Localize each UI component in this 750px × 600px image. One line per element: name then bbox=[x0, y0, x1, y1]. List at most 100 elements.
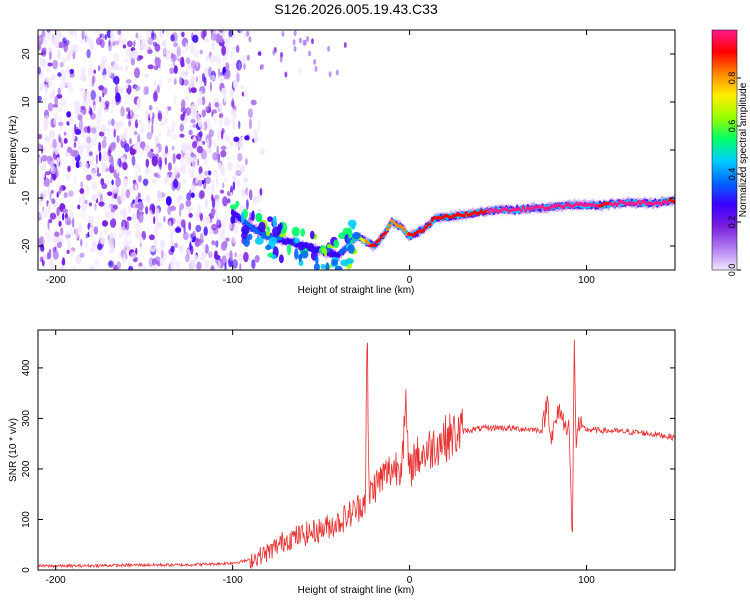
noise-speck bbox=[195, 191, 200, 200]
noise-speck bbox=[177, 244, 184, 251]
snr-y-ticks: 0 100 200 300 400 bbox=[21, 359, 675, 573]
track-cell bbox=[245, 222, 250, 226]
noise-speck bbox=[245, 158, 248, 166]
noise-speck bbox=[179, 76, 183, 85]
noise-speck bbox=[136, 97, 142, 109]
noise-speck bbox=[87, 126, 91, 134]
track-blob bbox=[300, 228, 306, 237]
noise-speck bbox=[292, 39, 296, 46]
track-cell bbox=[430, 218, 434, 222]
noise-speck bbox=[79, 252, 85, 258]
noise-speck bbox=[40, 82, 46, 91]
noise-speck bbox=[57, 121, 64, 126]
noise-speck bbox=[232, 259, 238, 269]
track-cell bbox=[377, 238, 381, 242]
noise-speck bbox=[250, 99, 257, 106]
track-cell bbox=[422, 228, 426, 232]
noise-speck bbox=[160, 249, 164, 259]
track-cell bbox=[636, 200, 640, 204]
noise-speck bbox=[211, 186, 215, 195]
y-tick-label: 200 bbox=[21, 460, 32, 477]
noise-speck bbox=[256, 208, 262, 213]
noise-speck bbox=[213, 117, 217, 125]
x-tick-label: -200 bbox=[46, 275, 66, 286]
noise-speck bbox=[204, 67, 210, 77]
noise-speck bbox=[223, 116, 231, 127]
track-cell bbox=[462, 213, 466, 218]
y-tick-label: 20 bbox=[21, 48, 32, 60]
noise-speck bbox=[190, 152, 195, 158]
noise-speck bbox=[244, 135, 250, 141]
noise-speck bbox=[98, 141, 102, 153]
snr-plot-area bbox=[38, 330, 675, 570]
noise-speck bbox=[219, 189, 225, 194]
noise-speck bbox=[101, 156, 104, 165]
noise-speck bbox=[188, 221, 192, 231]
noise-speck bbox=[180, 107, 187, 113]
noise-speck bbox=[168, 149, 171, 156]
noise-speck bbox=[100, 237, 106, 245]
noise-speck bbox=[108, 260, 114, 268]
noise-speck bbox=[189, 259, 196, 270]
noise-speck bbox=[147, 64, 154, 70]
noise-speck bbox=[89, 40, 95, 51]
noise-speck bbox=[57, 72, 62, 77]
snr-y-axis-label: SNR (10 * v/v) bbox=[8, 418, 19, 482]
noise-speck bbox=[54, 111, 59, 120]
noise-speck bbox=[125, 254, 128, 260]
noise-speck bbox=[89, 265, 96, 270]
noise-speck bbox=[198, 130, 203, 138]
noise-speck bbox=[108, 205, 112, 210]
track-blob bbox=[334, 265, 343, 270]
noise-speck bbox=[99, 99, 107, 109]
track-blob bbox=[271, 254, 277, 260]
noise-speck bbox=[153, 238, 158, 249]
noise-speck bbox=[171, 173, 176, 179]
noise-speck bbox=[201, 109, 206, 118]
noise-speck bbox=[241, 54, 247, 65]
track-blob bbox=[313, 263, 320, 270]
noise-speck bbox=[234, 140, 237, 148]
noise-speck bbox=[170, 260, 174, 270]
noise-speck bbox=[134, 184, 138, 191]
noise-speck bbox=[50, 162, 54, 172]
noise-speck bbox=[111, 118, 115, 126]
noise-speck bbox=[191, 165, 195, 174]
noise-speck bbox=[248, 189, 253, 201]
noise-speck bbox=[105, 128, 112, 134]
y-tick-label: 100 bbox=[21, 511, 32, 528]
noise-speck bbox=[63, 131, 67, 136]
noise-speck bbox=[46, 66, 49, 73]
noise-speck bbox=[195, 212, 199, 223]
track-cell bbox=[541, 204, 545, 208]
noise-speck bbox=[185, 67, 189, 78]
noise-speck bbox=[215, 240, 219, 248]
track-blob bbox=[307, 243, 314, 248]
noise-speck bbox=[198, 90, 203, 97]
noise-speck bbox=[69, 249, 74, 259]
noise-speck bbox=[54, 37, 60, 49]
noise-speck bbox=[204, 259, 209, 269]
track-cell bbox=[660, 201, 664, 206]
noise-speck bbox=[182, 231, 189, 241]
noise-speck bbox=[61, 258, 66, 266]
track-blob bbox=[294, 237, 300, 244]
noise-speck bbox=[157, 112, 163, 122]
track-cell bbox=[638, 202, 642, 206]
noise-speck bbox=[97, 107, 102, 115]
noise-speck bbox=[178, 165, 185, 174]
noise-speck bbox=[134, 85, 141, 92]
noise-speck bbox=[38, 66, 41, 75]
track-blob bbox=[331, 258, 338, 266]
track-blob bbox=[323, 248, 328, 257]
noise-speck bbox=[228, 30, 233, 38]
noise-speck bbox=[78, 119, 84, 131]
noise-speck bbox=[248, 36, 252, 43]
noise-speck bbox=[60, 69, 65, 75]
noise-speck bbox=[314, 65, 318, 72]
noise-speck bbox=[153, 65, 159, 71]
noise-speck bbox=[213, 140, 217, 149]
noise-speck bbox=[193, 100, 197, 110]
noise-speck bbox=[137, 119, 143, 124]
noise-speck bbox=[152, 41, 158, 47]
